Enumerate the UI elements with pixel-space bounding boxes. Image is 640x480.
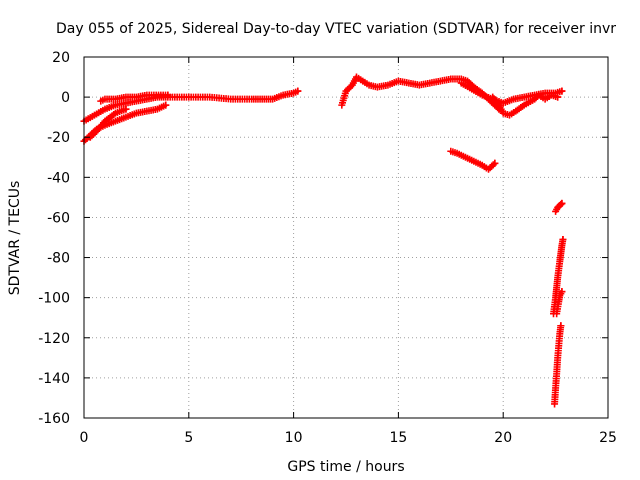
data-point	[122, 105, 130, 113]
x-tick-label: 20	[494, 430, 512, 446]
y-tick-label: 0	[61, 90, 70, 106]
data-point	[557, 322, 565, 330]
data-point	[558, 199, 566, 207]
data-point	[164, 91, 172, 99]
x-tick-label: 0	[80, 430, 89, 446]
y-tick-label: -20	[47, 130, 70, 146]
plot-frame	[83, 56, 609, 419]
x-tick-label: 5	[184, 430, 193, 446]
chart-title: Day 055 of 2025, Sidereal Day-to-day VTE…	[56, 21, 616, 37]
x-axis-label: GPS time / hours	[287, 459, 404, 475]
data-point	[554, 93, 562, 101]
y-axis-label: SDTVAR / TECUs	[7, 181, 23, 296]
y-tick-label: 20	[52, 50, 70, 66]
x-tick-label: 10	[285, 430, 303, 446]
data-point	[558, 87, 566, 95]
grid-lines	[84, 57, 608, 418]
y-tick-label: -140	[38, 371, 70, 387]
y-tick-label: -160	[38, 411, 70, 427]
x-tick-label: 25	[599, 430, 617, 446]
y-tick-label: -40	[47, 170, 70, 186]
y-tick-label: -60	[47, 210, 70, 226]
y-tick-label: -100	[38, 291, 70, 307]
y-tick-label: -80	[47, 251, 70, 267]
y-tick-label: -120	[38, 331, 70, 347]
data-point	[294, 87, 302, 95]
data-point	[559, 236, 567, 244]
data-point	[162, 101, 170, 109]
data-point	[491, 159, 499, 167]
axis-ticks: 0 5 10 15 20 25 -160 -140 -120 -100 -80 -60 -40 -20 0 2…	[38, 50, 617, 446]
x-tick-label: 15	[389, 430, 407, 446]
data-marks	[80, 73, 567, 408]
data-point	[557, 200, 565, 208]
data-point	[558, 288, 566, 296]
